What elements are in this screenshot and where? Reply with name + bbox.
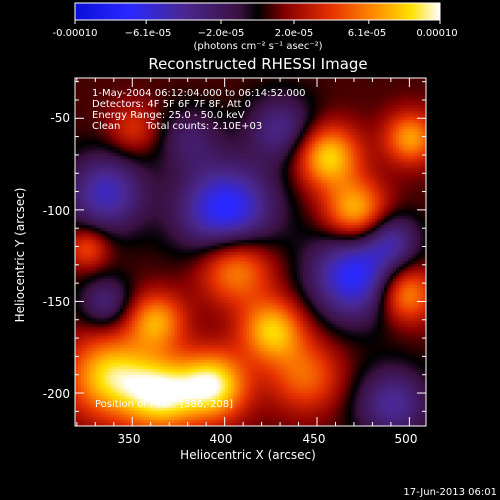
annotation-clean: Clean	[92, 121, 120, 132]
x-tick-label: 350	[118, 432, 141, 446]
y-tick-label: -200	[43, 387, 70, 401]
colorbar-tick-labels: -0.00010 −6.1e-05 −2.0e-05 2.0e-05 6.1e-…	[53, 28, 458, 39]
annotation-energy: Energy Range: 25.0 - 50.0 keV	[92, 110, 245, 121]
annotation-detectors: Detectors: 4F 5F 6F 7F 8F, Att 0	[92, 99, 251, 110]
annotation-counts: Total counts: 2.10E+03	[145, 121, 262, 132]
axis-ticks	[75, 78, 426, 426]
colorbar-unit-label: (photons cm⁻² s⁻¹ asec⁻²)	[193, 41, 322, 52]
colorbar-tick-label: 6.1e-05	[348, 28, 386, 39]
footer-date: 17-Jun-2013 06:01	[403, 487, 497, 498]
colorbar-tick-label: -0.00010	[53, 28, 98, 39]
annotation-peak-position: Position of Peak: [386,-208]	[95, 399, 233, 410]
y-tick-label: -150	[43, 295, 70, 309]
x-tick-label: 500	[395, 432, 418, 446]
x-tick-label: 400	[210, 432, 233, 446]
x-tick-labels: 350 400 450 500	[118, 432, 418, 446]
colorbar-tick-label: −6.1e-05	[125, 28, 172, 39]
heatmap-image	[75, 78, 426, 426]
annotation-time-range: 1-May-2004 06:12:04.000 to 06:14:52.000	[92, 88, 305, 99]
colorbar	[74, 2, 441, 21]
y-tick-label: -100	[43, 204, 70, 218]
y-tick-labels: -50 -100 -150 -200	[43, 111, 70, 401]
y-axis-label: Heliocentric Y (arcsec)	[13, 188, 27, 323]
x-tick-label: 450	[303, 432, 326, 446]
y-tick-label: -50	[50, 111, 70, 125]
plot-frame	[74, 77, 427, 427]
chart-title: Reconstructed RHESSI Image	[148, 55, 367, 73]
image-annotations: 1-May-2004 06:12:04.000 to 06:14:52.000 …	[92, 88, 305, 410]
x-axis-label: Heliocentric X (arcsec)	[180, 448, 316, 462]
colorbar-tick-label: 2.0e-05	[275, 28, 313, 39]
colorbar-ticks	[74, 20, 441, 24]
colorbar-tick-label: 0.00010	[416, 28, 457, 39]
colorbar-tick-label: −2.0e-05	[198, 28, 245, 39]
